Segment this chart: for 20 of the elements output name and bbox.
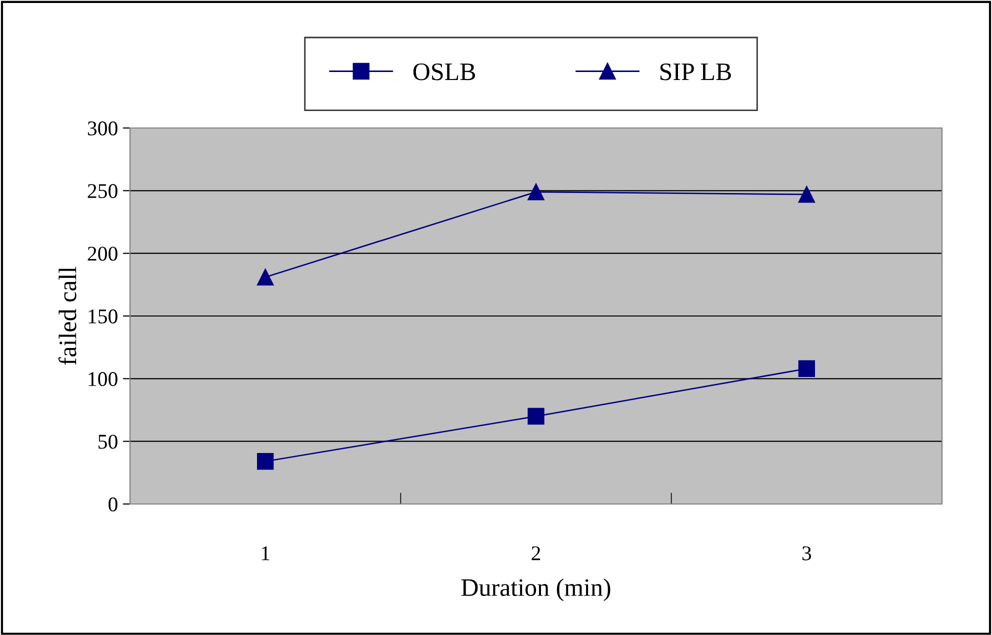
y-tick-label: 0 <box>108 497 118 512</box>
y-tick-label: 300 <box>88 121 118 136</box>
x-tick-label: 1 <box>262 546 270 560</box>
y-tick-label: 250 <box>88 184 118 198</box>
point <box>257 453 274 470</box>
point <box>257 268 274 286</box>
x-tick-label: 2 <box>532 546 540 560</box>
legend-label: OSLB <box>413 63 476 80</box>
point <box>798 186 815 203</box>
y-axis-title: failed call <box>58 266 76 365</box>
x-tick-label: 3 <box>802 546 812 560</box>
x-axis-title: Duration (min) <box>461 578 610 602</box>
y-tick-label: 150 <box>88 309 118 324</box>
y-tick-label: 200 <box>88 246 118 261</box>
point <box>798 360 815 377</box>
y-tick-label: 100 <box>88 372 118 386</box>
legend-label: SIP LB <box>660 63 731 80</box>
point <box>528 408 544 425</box>
point <box>528 184 544 200</box>
y-tick-label: 50 <box>98 434 118 449</box>
